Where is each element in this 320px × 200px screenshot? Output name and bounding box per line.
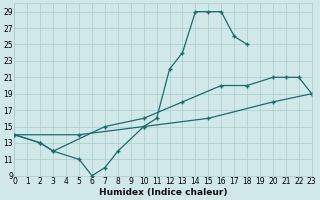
X-axis label: Humidex (Indice chaleur): Humidex (Indice chaleur) [99,188,227,197]
